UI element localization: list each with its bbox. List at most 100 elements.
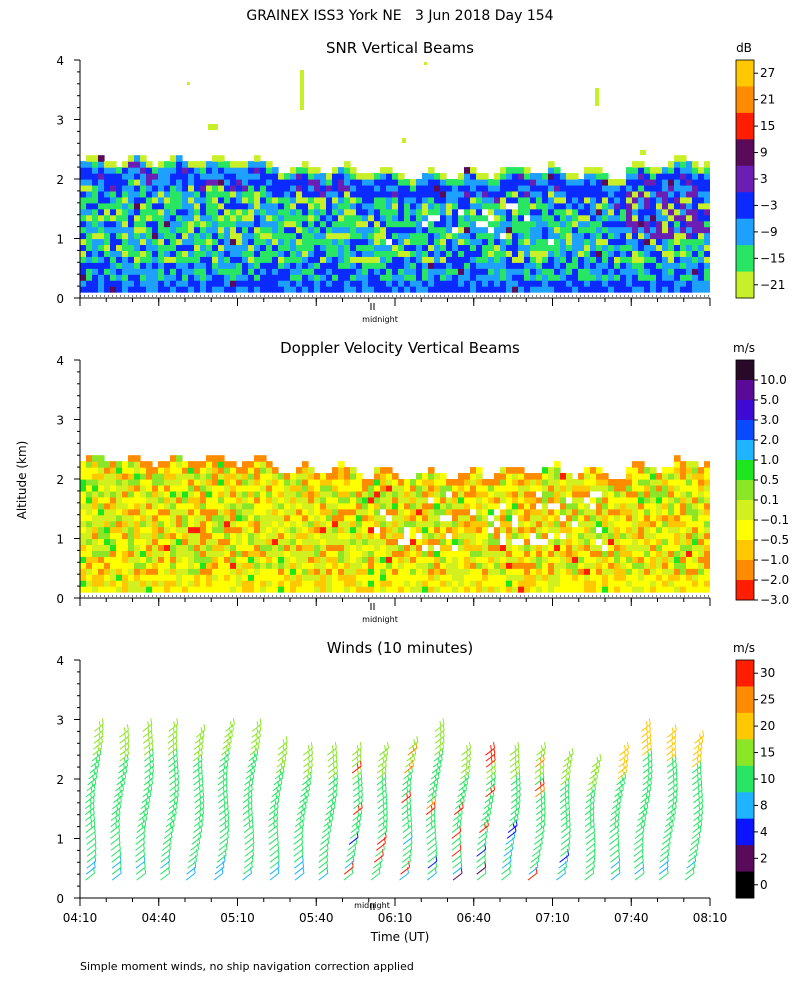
wind-barb-shaft bbox=[193, 783, 204, 792]
doppler-cell bbox=[680, 586, 687, 593]
snr-cell bbox=[260, 196, 267, 204]
doppler-cell bbox=[566, 514, 573, 522]
doppler-cell bbox=[98, 490, 105, 498]
snr-cell bbox=[314, 167, 321, 174]
doppler-cell bbox=[584, 562, 591, 569]
doppler-cell bbox=[98, 461, 105, 468]
wind-barb-shaft bbox=[217, 783, 228, 792]
doppler-cell bbox=[326, 526, 333, 534]
snr-cell bbox=[176, 190, 183, 198]
snr-cell bbox=[548, 214, 555, 222]
doppler-cell bbox=[542, 467, 549, 474]
doppler-cell bbox=[662, 550, 669, 557]
doppler-cell bbox=[116, 526, 123, 534]
snr-cell bbox=[146, 238, 153, 246]
wind-barb-flag bbox=[124, 739, 127, 745]
doppler-cell bbox=[404, 496, 411, 504]
snr-cell bbox=[392, 184, 399, 192]
snr-cell bbox=[584, 256, 591, 263]
doppler-cell bbox=[494, 574, 501, 581]
doppler-cell bbox=[650, 473, 657, 480]
doppler-cell bbox=[620, 574, 627, 581]
snr-cell bbox=[650, 184, 657, 192]
doppler-cell bbox=[398, 479, 405, 486]
wind-barb-shaft bbox=[144, 759, 154, 768]
snr-cell bbox=[680, 155, 687, 162]
doppler-cell bbox=[170, 508, 177, 516]
snr-cell bbox=[296, 202, 303, 210]
doppler-cell bbox=[128, 532, 135, 540]
snr-cell bbox=[290, 214, 297, 222]
snr-cell bbox=[368, 286, 375, 293]
doppler-cell bbox=[596, 538, 603, 546]
doppler-cell bbox=[242, 479, 249, 486]
doppler-cell bbox=[656, 538, 663, 546]
doppler-cell bbox=[284, 532, 291, 540]
doppler-cell bbox=[380, 574, 387, 581]
doppler-cell bbox=[350, 538, 357, 546]
snr-cell bbox=[620, 274, 627, 281]
snr-cell bbox=[428, 196, 435, 204]
doppler-cell bbox=[488, 520, 495, 528]
doppler-cell bbox=[386, 508, 393, 516]
doppler-cell bbox=[398, 562, 405, 569]
snr-cell bbox=[500, 244, 507, 251]
snr-cell bbox=[284, 173, 291, 180]
snr-cell bbox=[698, 268, 705, 275]
doppler-cell bbox=[560, 502, 567, 510]
doppler-cell bbox=[158, 574, 165, 581]
snr-cell bbox=[128, 208, 135, 216]
doppler-cell bbox=[116, 502, 123, 510]
doppler-cell bbox=[632, 574, 639, 581]
doppler-cell bbox=[698, 568, 705, 575]
snr-cell bbox=[674, 214, 681, 222]
doppler-cell bbox=[542, 508, 549, 516]
snr-cell bbox=[620, 262, 627, 269]
wind-barb-shaft bbox=[110, 819, 120, 827]
doppler-cell bbox=[542, 544, 549, 551]
snr-cell bbox=[440, 196, 447, 204]
snr-cell bbox=[170, 202, 177, 210]
snr-cell bbox=[218, 179, 225, 186]
doppler-cell bbox=[680, 520, 687, 528]
doppler-cell bbox=[164, 580, 171, 587]
snr-cell bbox=[680, 208, 687, 216]
snr-cell bbox=[182, 202, 189, 210]
doppler-cell bbox=[122, 508, 129, 516]
doppler-cell bbox=[584, 508, 591, 516]
doppler-cell bbox=[374, 532, 381, 540]
doppler-cell bbox=[176, 586, 183, 593]
snr-cell bbox=[398, 280, 405, 287]
snr-cell bbox=[170, 155, 177, 162]
snr-cell bbox=[356, 214, 363, 222]
doppler-cell bbox=[614, 520, 621, 528]
snr-cell bbox=[698, 220, 705, 228]
doppler-cell bbox=[638, 490, 645, 498]
doppler-cell bbox=[620, 502, 627, 510]
doppler-cell bbox=[206, 514, 213, 522]
snr-cell bbox=[542, 274, 549, 281]
snr-cell bbox=[104, 244, 111, 251]
doppler-cell bbox=[128, 544, 135, 551]
doppler-cell bbox=[116, 484, 123, 492]
snr-cell bbox=[302, 250, 309, 257]
doppler-cell bbox=[524, 508, 531, 516]
snr-cell bbox=[80, 214, 87, 222]
snr-cell bbox=[374, 244, 381, 251]
wind-barb-flag bbox=[203, 724, 206, 731]
doppler-cell bbox=[104, 490, 111, 498]
snr-cell bbox=[668, 179, 675, 186]
doppler-cell bbox=[620, 508, 627, 516]
snr-cell bbox=[632, 256, 639, 263]
snr-cell bbox=[344, 190, 351, 198]
doppler-cell bbox=[644, 538, 651, 546]
snr-cell bbox=[176, 167, 183, 174]
snr-cell bbox=[350, 173, 357, 180]
snr-cell bbox=[542, 196, 549, 204]
doppler-cell bbox=[488, 490, 495, 498]
snr-cell bbox=[602, 208, 609, 216]
doppler-cell bbox=[104, 461, 111, 468]
doppler-cell bbox=[152, 514, 159, 522]
snr-cell bbox=[188, 208, 195, 216]
doppler-cell bbox=[380, 484, 387, 492]
